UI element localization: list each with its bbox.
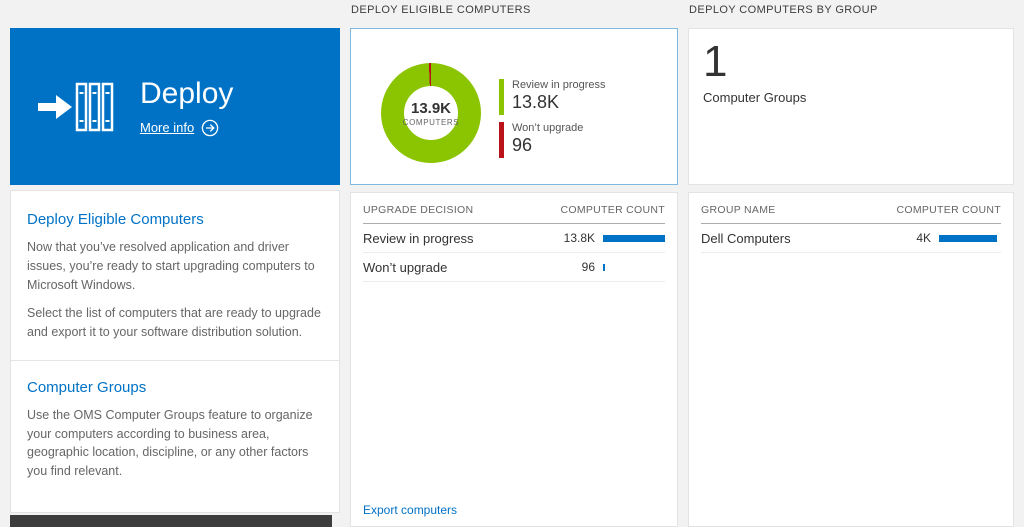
legend-swatch-green [499, 79, 504, 115]
table-header-row: UPGRADE DECISION COMPUTER COUNT [363, 193, 665, 224]
computer-groups-label: Computer Groups [703, 89, 807, 105]
deploy-eligible-paragraph-1: Now that you’ve resolved application and… [27, 240, 315, 292]
computer-groups-heading: Computer Groups [27, 378, 147, 396]
legend-label: Won’t upgrade [512, 122, 584, 134]
table-header-row: GROUP NAME COMPUTER COUNT [701, 193, 1001, 224]
column-header-upgrade-decision: UPGRADE DECISION [363, 204, 474, 216]
donut-center: 13.9K COMPUTERS [381, 63, 481, 163]
export-computers-link[interactable]: Export computers [363, 503, 458, 517]
legend-value: 96 [512, 135, 533, 155]
info-panel: Deploy Eligible Computers Now that you’v… [10, 190, 340, 513]
column-header-computer-count: COMPUTER COUNT [896, 204, 1001, 216]
row-label: Dell Computers [701, 230, 791, 246]
computer-groups-count: 1 [703, 37, 728, 86]
donut-legend: Review in progress 13.8K Won’t upgrade 9… [499, 79, 606, 165]
group-table: GROUP NAME COMPUTER COUNT Dell Computers… [688, 192, 1014, 527]
row-label: Review in progress [363, 230, 474, 246]
table-row[interactable]: Dell Computers 4K [701, 224, 1001, 253]
table-row[interactable]: Won’t upgrade 96 [363, 253, 665, 282]
count-bar [603, 263, 605, 271]
deploy-eligible-computers-heading: Deploy Eligible Computers [27, 211, 204, 228]
legend-value: 13.8K [512, 92, 560, 112]
section-divider [11, 359, 339, 361]
legend-item-wont-upgrade: Won’t upgrade 96 [499, 122, 606, 158]
count-bar [603, 234, 665, 242]
table-row[interactable]: Review in progress 13.8K [363, 224, 665, 253]
deploy-icon [10, 78, 140, 136]
more-info-link[interactable]: More info [140, 120, 195, 135]
left-panel-footer-bar [10, 515, 332, 527]
count-bar-track [603, 263, 665, 271]
donut-total-label: COMPUTERS [402, 117, 460, 127]
deploy-eligible-paragraph-2: Select the list of computers that are re… [27, 306, 321, 339]
row-count: 13.8K [563, 231, 595, 245]
column-header-group-name: GROUP NAME [701, 204, 776, 216]
donut-chart[interactable]: 13.9K COMPUTERS [381, 63, 481, 163]
column-header-computer-count: COMPUTER COUNT [560, 204, 665, 216]
row-label: Won’t upgrade [363, 259, 448, 275]
count-bar [939, 234, 997, 242]
row-count: 4K [916, 231, 931, 245]
row-count: 96 [581, 260, 595, 274]
arrow-circle-icon [201, 119, 219, 137]
count-bar-track [603, 234, 665, 242]
legend-swatch-red [499, 122, 504, 158]
eligible-computers-tile[interactable]: 13.9K COMPUTERS Review in progress 13.8K… [350, 28, 678, 185]
deploy-title: Deploy [140, 76, 234, 110]
deploy-tile[interactable]: Deploy More info [10, 28, 340, 185]
computer-groups-paragraph: Use the OMS Computer Groups feature to o… [27, 407, 313, 478]
computer-groups-tile[interactable]: 1 Computer Groups [688, 28, 1014, 185]
legend-label: Review in progress [512, 79, 606, 91]
upgrade-decision-table: UPGRADE DECISION COMPUTER COUNT Review i… [350, 192, 678, 527]
donut-total-value: 13.9K [410, 99, 452, 117]
section-label-deploy-computers-by-group: DEPLOY COMPUTERS BY GROUP [689, 4, 878, 16]
count-bar-track [939, 234, 1001, 242]
legend-item-review-in-progress: Review in progress 13.8K [499, 79, 606, 115]
section-label-deploy-eligible-computers: DEPLOY ELIGIBLE COMPUTERS [351, 4, 531, 16]
